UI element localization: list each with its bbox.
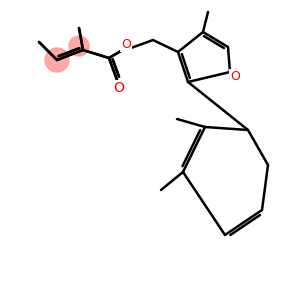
Text: O: O xyxy=(121,38,131,52)
Text: O: O xyxy=(114,81,124,95)
Circle shape xyxy=(69,36,89,56)
Text: O: O xyxy=(230,70,240,83)
Circle shape xyxy=(45,48,69,72)
